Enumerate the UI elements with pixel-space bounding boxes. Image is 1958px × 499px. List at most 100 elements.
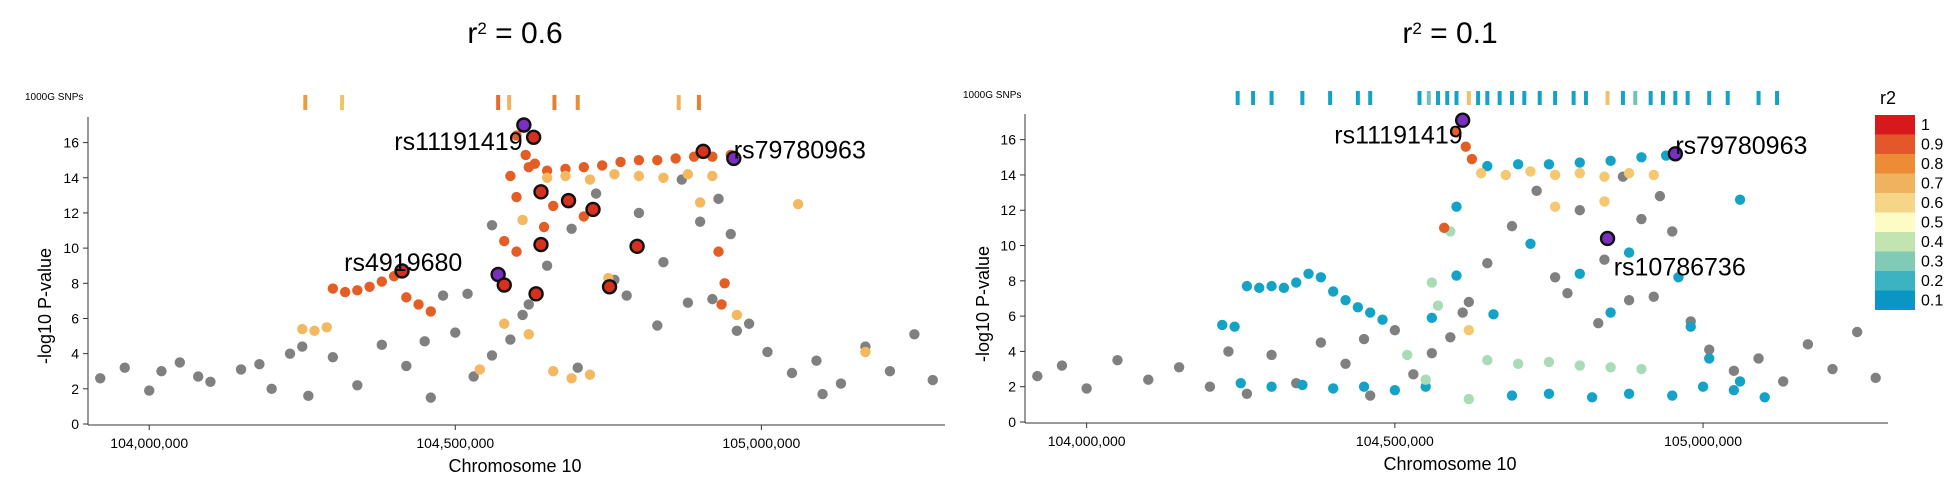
data-point (572, 362, 583, 373)
x-tick-label: 104,500,000 (1356, 433, 1434, 449)
data-point (1753, 353, 1764, 364)
data-point (1426, 277, 1438, 288)
data-point (1802, 339, 1814, 350)
snp-track (1235, 91, 1780, 105)
data-point (1340, 358, 1351, 369)
snp-track-mark (1571, 91, 1576, 105)
data-point (1266, 381, 1277, 392)
data-point (1778, 376, 1789, 387)
data-point (284, 348, 296, 359)
snp-track-mark (1328, 91, 1333, 105)
highlight-layer (1454, 112, 1684, 247)
data-point (1365, 390, 1376, 401)
snp-label: rs11191419 (394, 128, 522, 156)
data-point (792, 198, 804, 210)
snp-track-mark (1417, 91, 1422, 105)
snp-track-mark (507, 95, 512, 110)
data-point (1851, 326, 1863, 338)
legend-swatch (1875, 173, 1915, 193)
data-point (1340, 295, 1351, 306)
data-point (909, 329, 920, 340)
data-point (1463, 393, 1475, 405)
data-point (523, 299, 534, 310)
data-point (339, 286, 351, 298)
highlighted-snp (1599, 230, 1616, 247)
data-point (1482, 355, 1493, 366)
y-tick-label: 14 (1000, 167, 1016, 183)
data-point (235, 364, 247, 375)
data-point (1451, 201, 1462, 212)
legend-label: 0.3 (1921, 254, 1943, 271)
data-point (1728, 385, 1740, 396)
data-point (694, 216, 706, 227)
r2-legend: r2 1 0.9 0.8 0.7 0.6 0.5 0.4 0.3 0.2 0.1 (1875, 88, 1943, 310)
data-point (192, 371, 204, 382)
data-point (1254, 282, 1265, 294)
legend-label: 0.4 (1921, 234, 1943, 251)
data-point (682, 297, 694, 308)
data-point (597, 160, 608, 171)
highlighted-snp (585, 201, 601, 218)
y-tick-label: 2 (71, 381, 79, 397)
data-point (1463, 296, 1475, 308)
points-layer (1032, 127, 1881, 405)
data-point (762, 346, 773, 358)
legend-label: 0.1 (1921, 293, 1943, 310)
data-point (1315, 337, 1327, 348)
legend-label: 1 (1921, 117, 1930, 134)
data-point (1112, 355, 1123, 366)
data-point (835, 378, 847, 389)
axes: 0 2 4 6 8 10 12 14 16 104,000,000 104,500,000 105,0… (1000, 114, 1888, 449)
data-point (1297, 379, 1308, 391)
legend-label: 0.7 (1921, 176, 1943, 193)
highlighted-snp (726, 150, 742, 167)
x-tick-label: 105,000,000 (1664, 433, 1742, 449)
highlighted-snp (1667, 146, 1684, 162)
data-point (1636, 213, 1647, 225)
data-point (364, 281, 375, 293)
data-point (1401, 349, 1413, 361)
snp-track-mark (1269, 91, 1274, 105)
highlighted-snp (394, 263, 410, 279)
data-point (1457, 307, 1468, 318)
data-point (860, 346, 871, 358)
data-point (1599, 196, 1610, 207)
data-point (1673, 272, 1684, 283)
y-tick-label: 8 (1008, 273, 1016, 289)
label-layer: rs11191419 rs79780963 rs4919680 (344, 128, 866, 277)
data-point (743, 318, 755, 329)
highlighted-snp (1454, 112, 1471, 128)
data-point (144, 385, 155, 396)
data-point (1482, 257, 1493, 269)
data-point (376, 339, 388, 351)
data-point (413, 299, 424, 310)
legend-swatch (1875, 290, 1915, 310)
snp-track-mark (1756, 91, 1761, 105)
data-point (1574, 167, 1585, 179)
data-point (1241, 388, 1253, 399)
data-point (205, 376, 216, 387)
data-point (694, 197, 706, 208)
data-point (1432, 300, 1444, 311)
data-point (1500, 169, 1512, 181)
data-point (652, 320, 663, 331)
data-point (523, 329, 534, 340)
highlighted-snp (525, 129, 542, 146)
data-point (1667, 390, 1678, 401)
label-layer: rs11191419 rs79780963 rs10786736 (1334, 121, 1807, 281)
x-axis-label: Chromosome 10 (448, 456, 581, 476)
y-tick-label: 6 (71, 310, 79, 326)
data-point (538, 221, 550, 233)
data-point (1562, 287, 1573, 299)
data-point (670, 153, 681, 164)
data-point (652, 154, 663, 166)
data-point (468, 371, 479, 382)
snp-label: rs79780963 (1675, 132, 1807, 160)
data-point (633, 207, 645, 219)
data-point (1734, 376, 1746, 387)
data-point (1223, 346, 1234, 357)
data-point (817, 388, 828, 400)
data-point (560, 170, 571, 182)
data-point (1266, 349, 1277, 361)
data-point (1704, 344, 1715, 355)
